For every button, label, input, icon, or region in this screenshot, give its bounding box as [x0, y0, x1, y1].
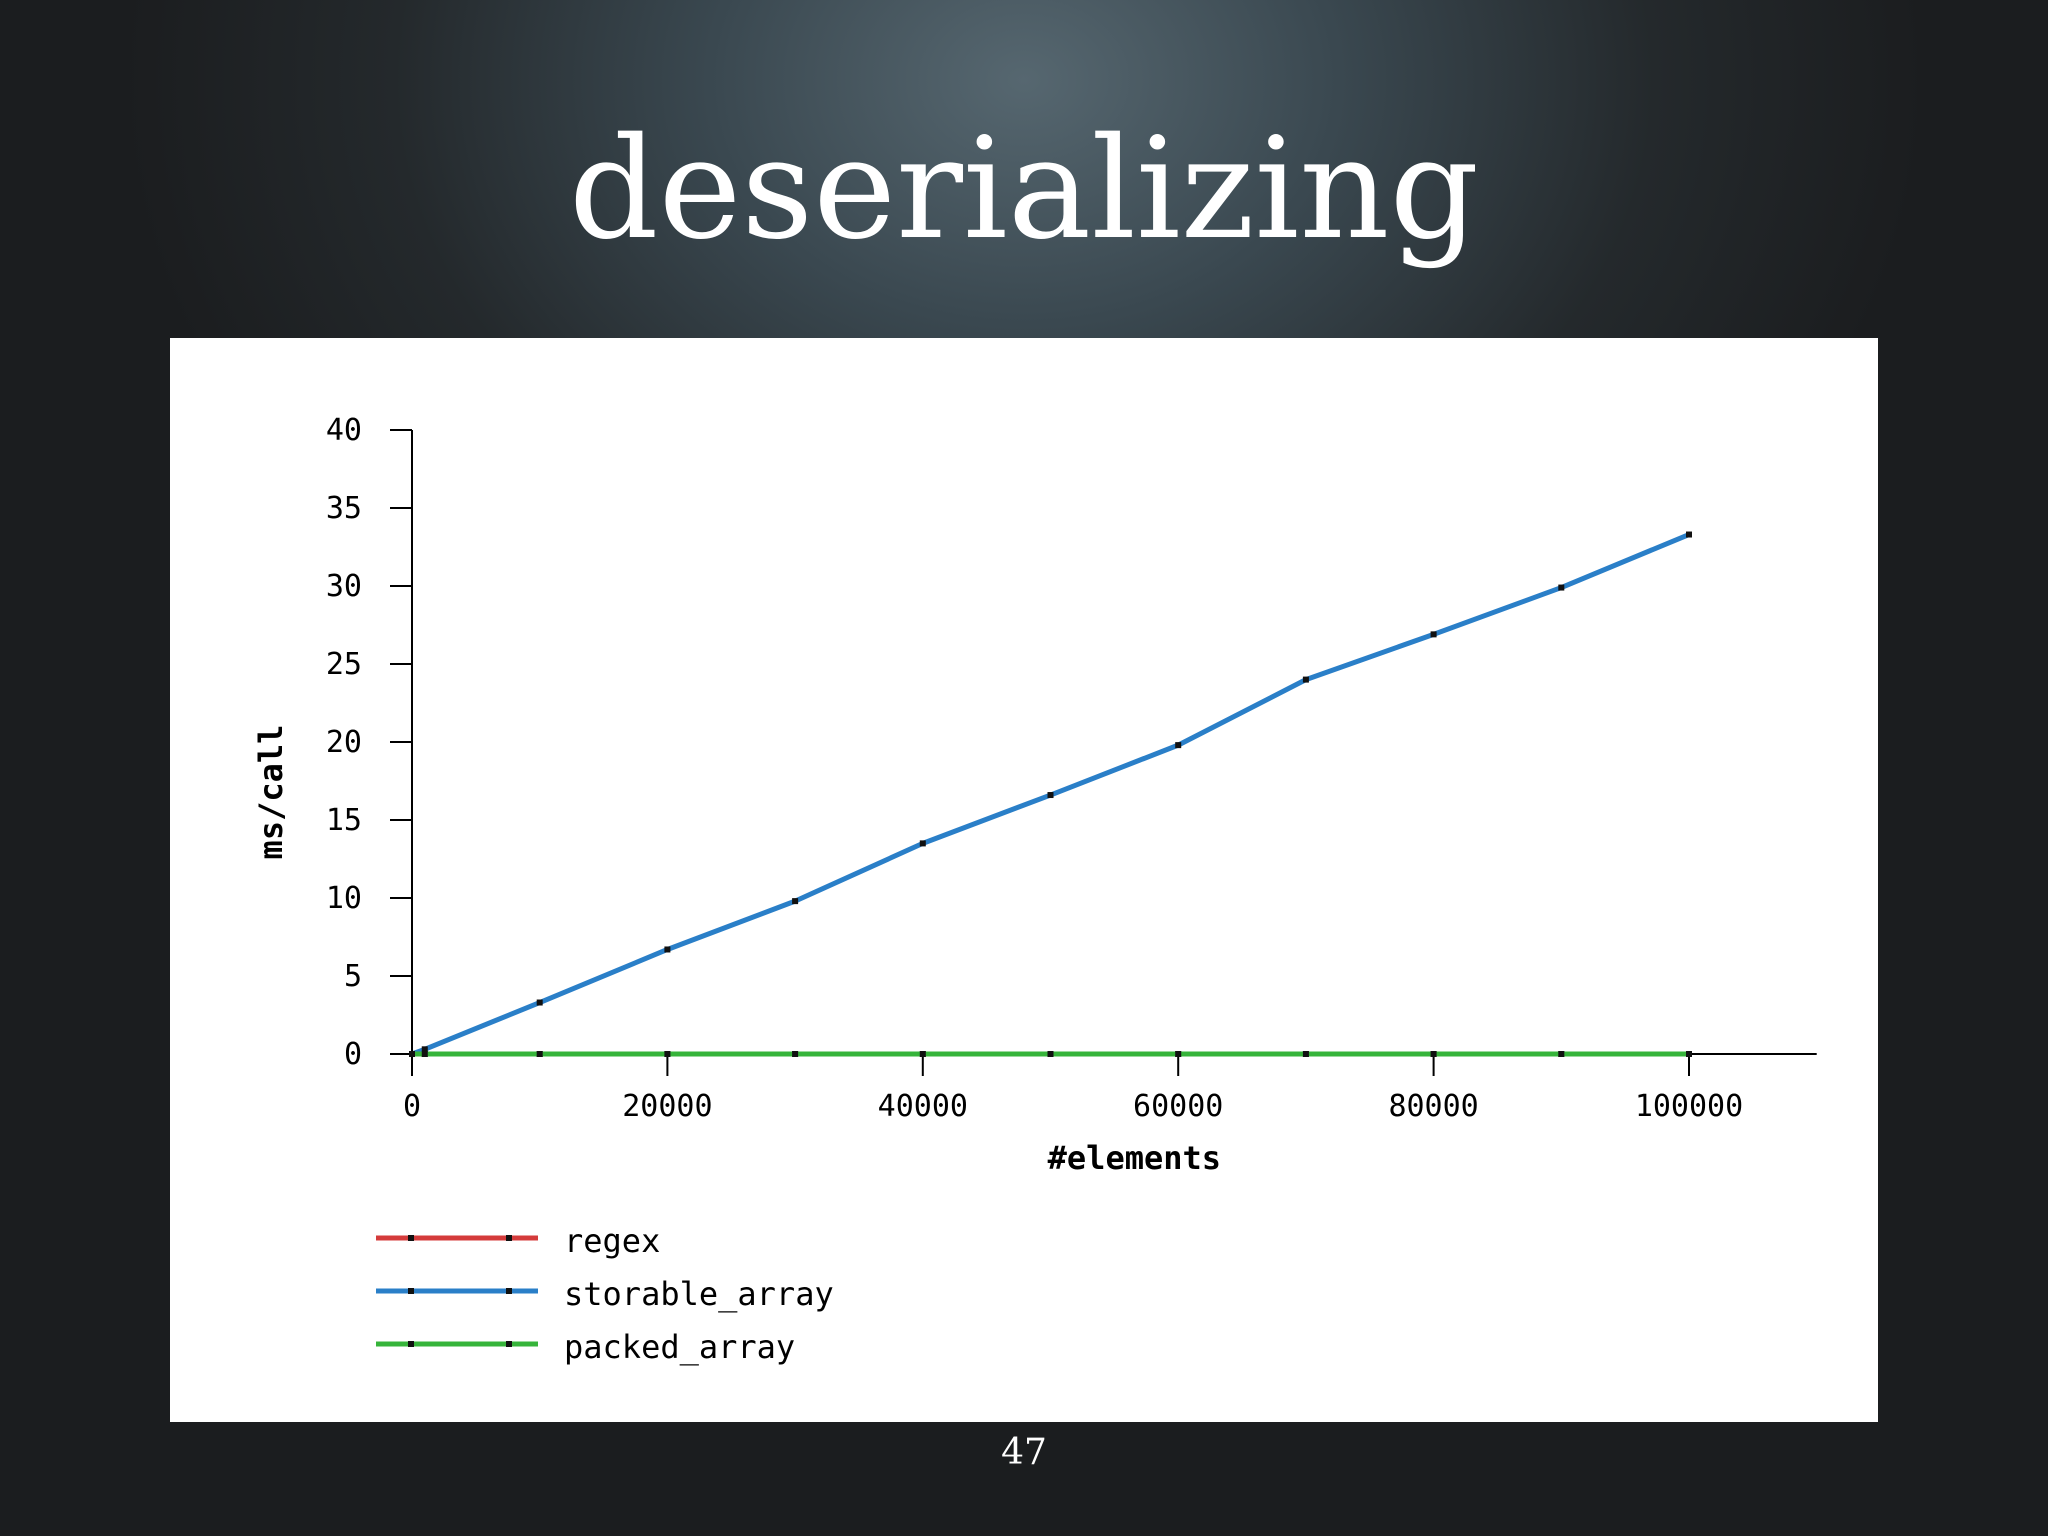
data-point: [1175, 742, 1182, 749]
legend-label: regex: [564, 1222, 660, 1260]
data-point: [1175, 1051, 1182, 1057]
data-point: [664, 946, 671, 953]
data-point: [919, 1051, 926, 1057]
x-tick-label: 0: [403, 1089, 421, 1124]
legend-marker: [506, 1235, 512, 1241]
data-point: [1430, 631, 1437, 638]
data-point: [1047, 792, 1054, 799]
x-tick-label: 80000: [1388, 1089, 1478, 1124]
data-point: [919, 840, 926, 847]
legend-marker: [408, 1235, 414, 1241]
y-tick-label: 40: [326, 413, 362, 448]
x-tick-label: 100000: [1635, 1089, 1743, 1124]
data-point: [1686, 1051, 1692, 1057]
x-tick-label: 40000: [878, 1089, 968, 1124]
data-point: [409, 1051, 415, 1057]
axes: 0 5 10 15 20 25 30 35 40 0 20000 40000 60000 80000 100…: [326, 413, 1817, 1124]
y-tick-label: 25: [326, 647, 362, 682]
data-point: [1302, 1051, 1309, 1057]
y-tick-label: 10: [326, 881, 362, 916]
series-line-storable_array: [411, 532, 1690, 1057]
legend-marker: [408, 1341, 414, 1347]
x-axis-title: #elements: [1048, 1139, 1221, 1177]
data-point: [792, 1051, 799, 1057]
y-tick-label: 5: [344, 959, 362, 994]
data-point: [1558, 1051, 1565, 1057]
series-lines: [409, 531, 1692, 1057]
page-number: 47: [1001, 1432, 1047, 1473]
legend-label: storable_array: [564, 1275, 834, 1313]
legend-marker: [506, 1288, 512, 1294]
y-tick-label: 0: [344, 1037, 362, 1072]
x-tick-label: 20000: [622, 1089, 712, 1124]
data-point: [664, 1051, 671, 1057]
data-point: [1558, 584, 1565, 591]
data-point: [421, 1046, 428, 1053]
y-tick-label: 35: [326, 491, 362, 526]
data-point: [1686, 531, 1692, 538]
legend: regex storable_array packed_array: [376, 1222, 834, 1366]
slide-title: deserializing: [568, 108, 1480, 271]
chart-panel: 0 5 10 15 20 25 30 35 40 0 20000 40000 60000 80000 100…: [170, 338, 1878, 1422]
legend-marker: [408, 1288, 414, 1294]
data-point: [421, 1051, 428, 1057]
data-point: [1430, 1051, 1437, 1057]
data-point: [1047, 1051, 1054, 1057]
line-chart: 0 5 10 15 20 25 30 35 40 0 20000 40000 60000 80000 100…: [252, 413, 1817, 1366]
y-tick-label: 20: [326, 725, 362, 760]
y-tick-label: 15: [326, 803, 362, 838]
data-point: [1302, 676, 1309, 683]
data-point: [536, 999, 543, 1006]
data-point: [536, 1051, 543, 1057]
y-axis-title: ms/call: [252, 725, 290, 860]
x-tick-label: 60000: [1133, 1089, 1223, 1124]
data-point: [792, 898, 799, 905]
y-tick-label: 30: [326, 569, 362, 604]
legend-label: packed_array: [564, 1328, 795, 1366]
legend-marker: [506, 1341, 512, 1347]
